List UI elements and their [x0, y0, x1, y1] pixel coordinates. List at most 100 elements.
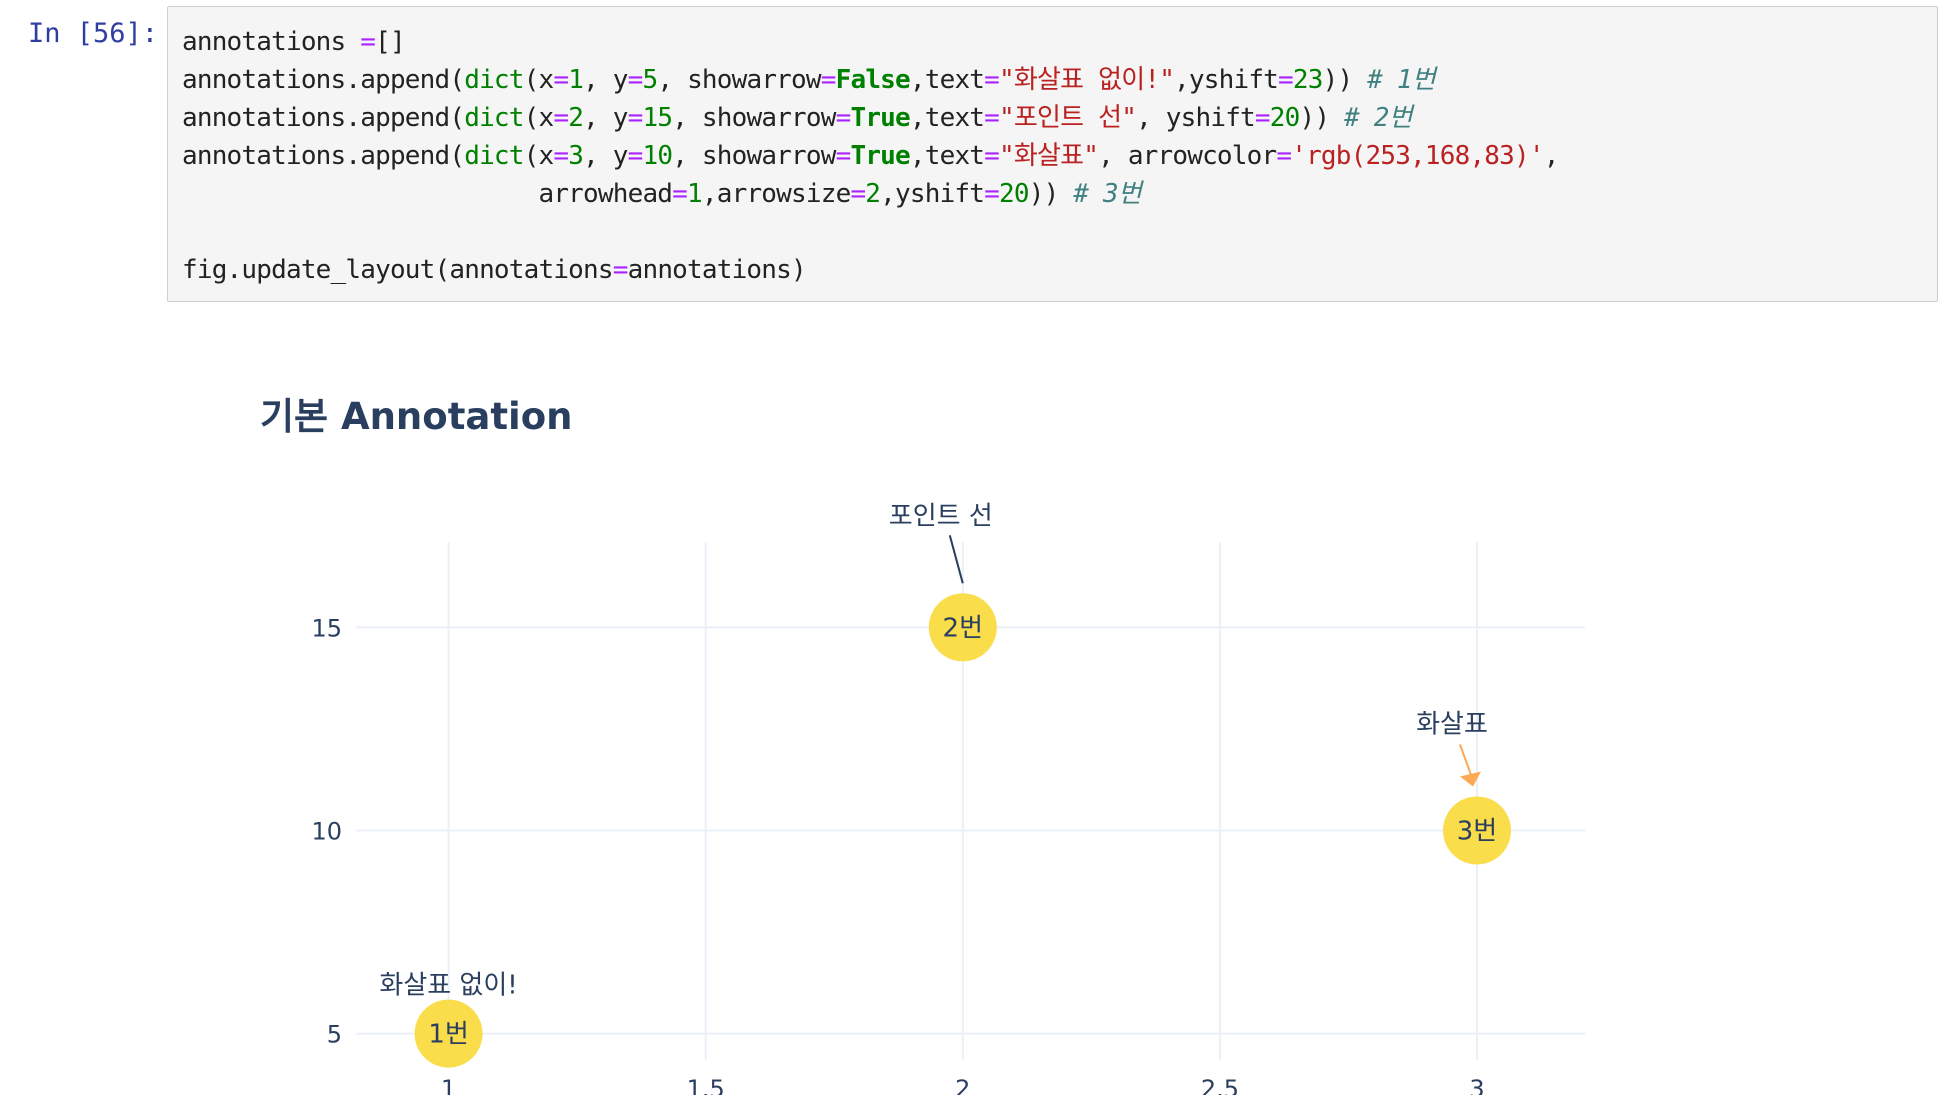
code-token: =	[1276, 141, 1292, 171]
code-token: arrowhead	[182, 179, 673, 209]
code-token: =	[984, 179, 1000, 209]
annotation-label: 화살표	[1416, 709, 1488, 739]
x-tick-label: 2	[955, 1075, 970, 1095]
code-line: annotations.append(dict(x=3, y=10, showa…	[182, 141, 1559, 171]
data-point	[414, 999, 483, 1068]
code-token: =	[984, 103, 1000, 133]
code-token: , arrowcolor	[1098, 141, 1277, 171]
data-points: 1번 2번 3번	[414, 593, 1512, 1068]
x-tick-label: 2.5	[1201, 1075, 1239, 1095]
code-token: dict	[464, 103, 524, 133]
code-line: arrowhead=1,arrowsize=2,yshift=20)) # 3번	[182, 179, 1141, 209]
tick-labels: 1 1.5 2 2.5 3 5 10 15	[311, 614, 1484, 1095]
code-token: 3	[568, 141, 584, 171]
code-token: =	[360, 27, 376, 57]
code-token: 2	[568, 103, 584, 133]
annotation-label: 화살표 없이!	[379, 971, 517, 1001]
code-token: # 3번	[1073, 179, 1141, 209]
code-token: True	[850, 141, 910, 171]
code-token: dict	[464, 141, 524, 171]
code-token: fig.update_layout(annotations	[182, 255, 614, 285]
data-point-label: 3번	[1457, 816, 1497, 846]
code-token: =	[553, 103, 569, 133]
code-token: ))	[1299, 103, 1345, 133]
code-token: =	[1278, 65, 1294, 95]
code-token: 15	[642, 103, 674, 133]
code-token: ,	[1543, 141, 1560, 171]
code-token: # 1번	[1367, 65, 1435, 95]
y-tick-label: 5	[327, 1021, 342, 1049]
code-token: ,yshift	[1174, 65, 1279, 95]
code-token: ,text	[909, 103, 985, 133]
code-token: , y	[583, 103, 628, 133]
code-token: 'rgb(253,168,83)'	[1291, 141, 1544, 171]
code-token: =	[612, 255, 629, 285]
annotation-chart: 기본 Annotation 1 1.5 2 2.5 3 5 10 15 화살표 없이! 포인트 …	[260, 395, 1585, 1095]
code-token: # 2번	[1344, 103, 1412, 133]
code-token: (x	[523, 141, 555, 171]
code-token: =	[553, 65, 569, 95]
code-token: 20	[1269, 103, 1301, 133]
data-point	[1443, 796, 1512, 865]
code-token: "포인트 선"	[999, 103, 1137, 133]
code-token: ,text	[909, 141, 985, 171]
annotation-arrow-line	[948, 535, 964, 584]
code-token: , showarrow	[657, 65, 821, 95]
code-line: fig.update_layout(annotations=annotation…	[182, 255, 807, 285]
code-token: =	[627, 65, 644, 95]
code-token: ,text	[909, 65, 985, 95]
code-token: =	[835, 103, 852, 133]
code-token: 5	[642, 65, 659, 95]
code-token: =	[553, 141, 569, 171]
code-line: annotations.append(dict(x=1, y=5, showar…	[182, 65, 1436, 95]
code-token: (x	[523, 65, 555, 95]
code-token: dict	[464, 65, 524, 95]
code-editor[interactable]: annotations =[] annotations.append(dict(…	[182, 23, 1559, 289]
code-token: , showarrow	[672, 141, 836, 171]
data-point	[928, 593, 997, 662]
annotation-label: 포인트 선	[889, 501, 993, 531]
y-tick-label: 10	[311, 817, 342, 845]
code-token: 23	[1292, 65, 1324, 95]
code-token: (x	[523, 103, 555, 133]
code-line: annotations =[]	[182, 27, 406, 57]
code-token: "화살표 없이!"	[999, 65, 1175, 95]
code-token: =	[984, 65, 1000, 95]
code-token: ,yshift	[880, 179, 985, 209]
code-line: annotations.append(dict(x=2, y=15, showa…	[182, 103, 1413, 133]
code-token: ,arrowsize	[701, 179, 851, 209]
code-token: =	[627, 103, 644, 133]
code-token: []	[375, 27, 406, 57]
code-token: , yshift	[1136, 103, 1256, 133]
x-tick-label: 1.5	[687, 1075, 725, 1095]
code-token: annotations.append(	[182, 103, 465, 133]
x-tick-label: 3	[1469, 1075, 1484, 1095]
code-token: =	[984, 141, 1000, 171]
code-token: False	[835, 65, 911, 95]
code-token: annotations)	[627, 255, 807, 285]
annotation-arrowhead	[1460, 771, 1482, 787]
code-token: True	[850, 103, 910, 133]
code-token: 20	[999, 179, 1030, 209]
code-token: , showarrow	[672, 103, 836, 133]
code-token: ))	[1322, 65, 1368, 95]
code-cell[interactable]: annotations =[] annotations.append(dict(…	[167, 6, 1938, 302]
code-token: annotations.append(	[182, 65, 465, 95]
code-token: =	[850, 179, 866, 209]
code-token: annotations	[182, 27, 361, 57]
code-token: =	[672, 179, 688, 209]
code-token: 1	[568, 65, 584, 95]
code-token: , y	[583, 141, 628, 171]
cell-prompt: In [56]:	[28, 18, 159, 49]
code-token: =	[835, 141, 852, 171]
code-token: =	[820, 65, 837, 95]
data-point-label: 2번	[943, 613, 983, 643]
code-token: =	[1254, 103, 1271, 133]
y-tick-label: 15	[311, 614, 342, 642]
code-token: "화살표"	[999, 141, 1099, 171]
code-token: annotations.append(	[182, 141, 465, 171]
x-tick-label: 1	[441, 1075, 456, 1095]
chart-title: 기본 Annotation	[260, 395, 572, 438]
code-token: , y	[583, 65, 628, 95]
